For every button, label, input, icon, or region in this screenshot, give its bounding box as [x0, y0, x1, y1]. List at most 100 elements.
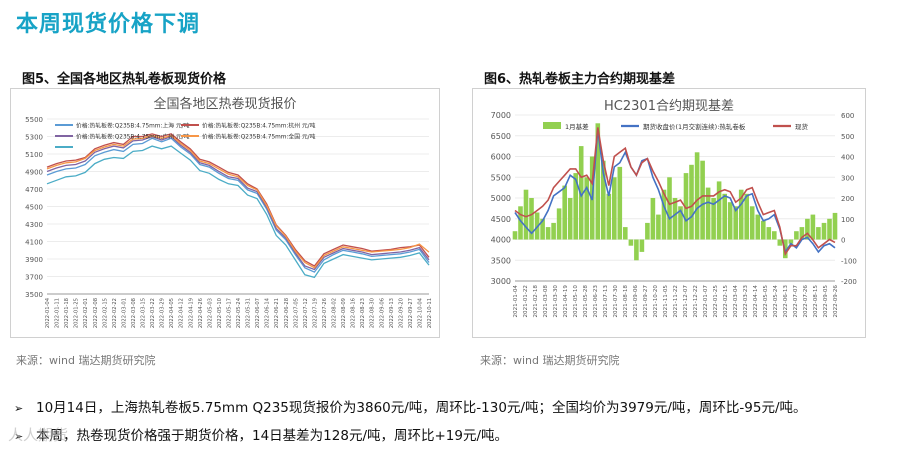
chart2-basis-bar	[650, 198, 656, 240]
chart2-basis-bar	[573, 173, 578, 240]
chart2-xtick-label: 2022-08-15	[813, 285, 819, 318]
chart2-xtick-label: 2021-07-13	[603, 285, 609, 318]
chart2-ytick-label: 3000	[491, 277, 511, 286]
chart1-xtick-label: 2022-03-01	[121, 298, 127, 328]
chart1-title: 全国各地区热卷现货报价	[153, 96, 296, 112]
chart2-basis-bar	[683, 173, 689, 240]
chart2-basis-bar	[551, 222, 556, 240]
chart2-basis-bar	[512, 231, 518, 240]
chart2-basis-bar	[761, 220, 766, 240]
chart2-y2tick-label: 200	[841, 195, 854, 203]
chart2-basis-bar	[772, 231, 777, 240]
chart2-basis-bar	[821, 222, 827, 240]
chart2-xtick-label: 2021-11-05	[663, 285, 669, 318]
chart2-basis-bar	[777, 239, 783, 246]
chart2-basis-bar	[816, 227, 821, 240]
basis-chart: HC2301合约期现基差3000350040004500500055006000…	[491, 99, 857, 318]
chart2-xtick-label: 2021-09-27	[643, 285, 649, 318]
chart1-xtick-label: 2022-08-09	[341, 298, 347, 328]
chart2-basis-bar	[584, 177, 589, 240]
chart2-ytick-label: 7000	[491, 111, 511, 120]
chart1-xtick-label: 2022-09-13	[389, 298, 395, 328]
chart1-xtick-label: 2022-06-21	[274, 298, 280, 328]
chart1-xtick-label: 2022-08-23	[360, 298, 366, 328]
chart2-basis-bar	[540, 218, 545, 240]
chart1-xtick-label: 2022-02-08	[93, 298, 99, 328]
chart1-xtick-label: 2022-04-05	[169, 298, 175, 328]
chart2-xtick-label: 2021-09-06	[633, 285, 639, 318]
chart2-basis-bar	[612, 177, 617, 240]
chart2-series-line	[514, 127, 836, 257]
chart2-ytick-label: 4500	[491, 215, 511, 224]
chart2-legend-swatch	[543, 122, 561, 129]
chart2-ytick-label: 5000	[491, 194, 511, 203]
chart2-xtick-label: 2021-01-04	[513, 285, 519, 318]
chart2-y2tick-label: 600	[841, 112, 854, 120]
chart2-legend-label: 1月基差	[565, 122, 589, 131]
chart2-xtick-label: 2022-05-24	[773, 285, 779, 318]
chart1-series-line	[46, 137, 430, 273]
chart1-series-line	[46, 135, 430, 271]
chart1-xtick-label: 2022-03-22	[150, 298, 156, 328]
chart1-series-line	[46, 134, 430, 269]
chart2-basis-bar	[766, 227, 772, 240]
chart1-xtick-label: 2022-05-24	[236, 297, 242, 328]
chart2-basis-bar	[744, 193, 749, 240]
bullet-arrow-icon: ➢	[14, 402, 24, 415]
fig6-caption: 图6、热轧卷板主力合约期现基差	[484, 72, 676, 87]
chart2-xtick-label: 2021-04-19	[563, 285, 569, 318]
chart1-ytick-label: 5100	[25, 151, 43, 159]
chart2-basis-bar	[700, 160, 705, 240]
chart-panel-basis: HC2301合约期现基差 3000 3500 4000 4500 5000 5500 6000…	[472, 88, 866, 338]
chart1-xtick-label: 2022-09-06	[379, 298, 385, 328]
chart2-basis-bar	[755, 214, 761, 240]
chart2-ytick-label: 6000	[491, 153, 511, 162]
chart2-basis-bar	[562, 185, 567, 240]
chart2-title: HC2301合约期现基差	[604, 99, 734, 114]
bullet-text-2: 本周，热卷现货价格强于期货价格，14日基差为128元/吨，周环比+19元/吨。	[36, 428, 509, 444]
chart2-basis-bar	[794, 231, 799, 240]
chart1-xtick-label: 2022-10-04	[417, 297, 423, 328]
chart2-ytick-label: 4000	[491, 236, 511, 245]
bullet-2: ➢ 本周，热卷现货价格强于期货价格，14日基差为128元/吨，周环比+19元/吨。	[14, 424, 508, 444]
chart1-xtick-label: 2022-01-18	[64, 298, 70, 328]
chart1-xtick-label: 2022-09-20	[398, 298, 404, 328]
chart2-xtick-label: 2021-07-30	[613, 285, 619, 318]
chart2-xtick-label: 2021-11-22	[673, 285, 679, 318]
chart2-basis-bar	[749, 206, 755, 240]
chart2-ytick-label: 6500	[491, 132, 511, 141]
bullet-1: ➢ 10月14日，上海热轧卷板5.75mm Q235现货报价为3860元/吨，周环…	[14, 396, 807, 416]
chart1-xtick-label: 2022-07-26	[322, 298, 328, 328]
chart2-basis-bar	[788, 239, 794, 244]
chart1-legend-label: 价格:热轧板卷:Q235B:4.75mm:上海 元/吨	[76, 122, 190, 130]
chart1-ytick-label: 5300	[25, 134, 43, 142]
chart2-xtick-label: 2022-01-07	[703, 285, 709, 318]
chart1-legend-label: 价格:热轧板卷:Q235B:4.75mm:杭州 元/吨	[202, 122, 316, 130]
chart2-xtick-label: 2021-05-28	[583, 285, 589, 318]
chart2-basis-bar	[689, 164, 694, 240]
chart2-xtick-label: 2021-03-08	[543, 285, 549, 318]
chart2-xtick-label: 2022-07-26	[803, 285, 809, 318]
chart1-xtick-label: 2022-04-26	[198, 298, 204, 328]
chart1-ytick-label: 4500	[25, 204, 43, 212]
chart2-xtick-label: 2022-09-26	[833, 285, 839, 318]
chart1-series-line	[46, 145, 430, 279]
chart2-basis-bar	[678, 206, 683, 240]
chart2-basis-bar	[705, 187, 711, 240]
chart1-xtick-label: 2022-01-11	[55, 298, 61, 328]
chart2-xtick-label: 2022-04-14	[753, 285, 759, 318]
chart2-basis-bar	[601, 160, 606, 240]
chart1-xtick-label: 2022-05-10	[217, 298, 223, 328]
chart1-xtick-label: 2022-08-16	[351, 298, 357, 328]
chart2-basis-bar	[617, 166, 623, 240]
chart1-ytick-label: 4900	[25, 169, 43, 177]
chart2-y2tick-label: 300	[841, 174, 854, 182]
chart2-y2tick-label: -200	[841, 278, 857, 286]
chart1-xtick-label: 2022-06-14	[265, 297, 271, 328]
chart2-basis-bar	[667, 177, 672, 240]
chart1-ytick-label: 5500	[25, 116, 43, 124]
chart2-y2tick-label: 0	[841, 237, 845, 245]
bullet-arrow-icon: ➢	[14, 430, 24, 443]
chart1-xtick-label: 2022-02-01	[83, 298, 89, 328]
chart2-basis-bar	[523, 189, 529, 240]
